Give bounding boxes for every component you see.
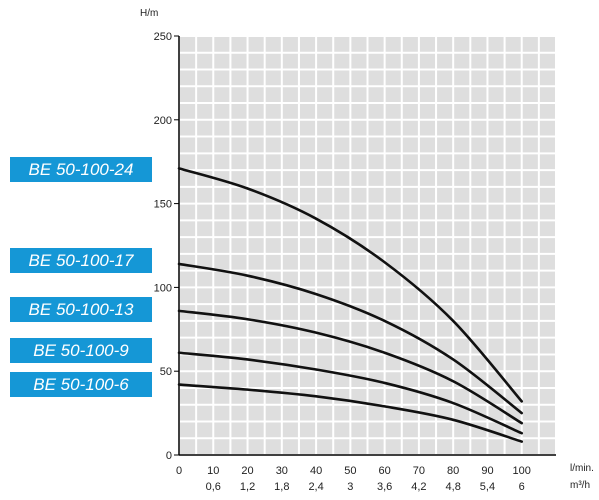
x-tick-label-primary: 100 [513, 465, 531, 477]
curve-be-50-100-6 [177, 383, 524, 443]
curve-be-50-100-9 [177, 351, 524, 435]
curves [177, 167, 524, 443]
series-label-be-50-100-17: BE 50-100-17 [10, 248, 152, 273]
x-tick-label-secondary: 6 [519, 481, 525, 493]
x-tick-label-secondary: 2,4 [308, 481, 323, 493]
x-tick-label-secondary: 3,6 [377, 481, 392, 493]
series-label-be-50-100-24: BE 50-100-24 [10, 157, 152, 182]
x-tick-label-secondary: 5,4 [480, 481, 495, 493]
x-tick-label-primary: 70 [413, 465, 425, 477]
x-tick-label-primary: 80 [447, 465, 459, 477]
x-tick-label-primary: 0 [176, 465, 182, 477]
curve-be-50-100-13 [177, 309, 524, 425]
x-tick-label-primary: 10 [207, 465, 219, 477]
tick-labels: H/m l/min. m³/h 0 50 100 150 200 250 0 10 20 30 40… [140, 8, 594, 493]
y-tick-label: 250 [154, 31, 172, 43]
x-unit-primary-label: l/min. [570, 463, 594, 474]
x-tick-label-secondary: 1,8 [274, 481, 289, 493]
x-tick-label-primary: 40 [310, 465, 322, 477]
x-tick-label-secondary: 1,2 [240, 481, 255, 493]
y-tick-label: 0 [166, 450, 172, 462]
x-tick-label-primary: 30 [276, 465, 288, 477]
x-unit-secondary-label: m³/h [570, 480, 590, 491]
y-tick-label: 50 [160, 366, 172, 378]
curve-be-50-100-17 [177, 262, 524, 415]
series-label-be-50-100-6: BE 50-100-6 [10, 372, 152, 397]
x-tick-label-secondary: 0,6 [206, 481, 221, 493]
series-label-be-50-100-13: BE 50-100-13 [10, 297, 152, 322]
y-tick-label: 200 [154, 115, 172, 127]
series-label-be-50-100-9: BE 50-100-9 [10, 338, 152, 363]
x-tick-label-primary: 20 [241, 465, 253, 477]
curve-be-50-100-24 [177, 167, 524, 403]
x-tick-label-secondary: 4,8 [446, 481, 461, 493]
grid [178, 35, 557, 456]
x-tick-label-secondary: 4,2 [411, 481, 426, 493]
x-tick-label-primary: 50 [344, 465, 356, 477]
y-unit-label: H/m [140, 8, 158, 19]
x-tick-label-primary: 60 [379, 465, 391, 477]
x-tick-label-secondary: 3 [347, 481, 353, 493]
x-tick-label-primary: 90 [481, 465, 493, 477]
y-tick-label: 100 [154, 282, 172, 294]
y-tick-label: 150 [154, 199, 172, 211]
